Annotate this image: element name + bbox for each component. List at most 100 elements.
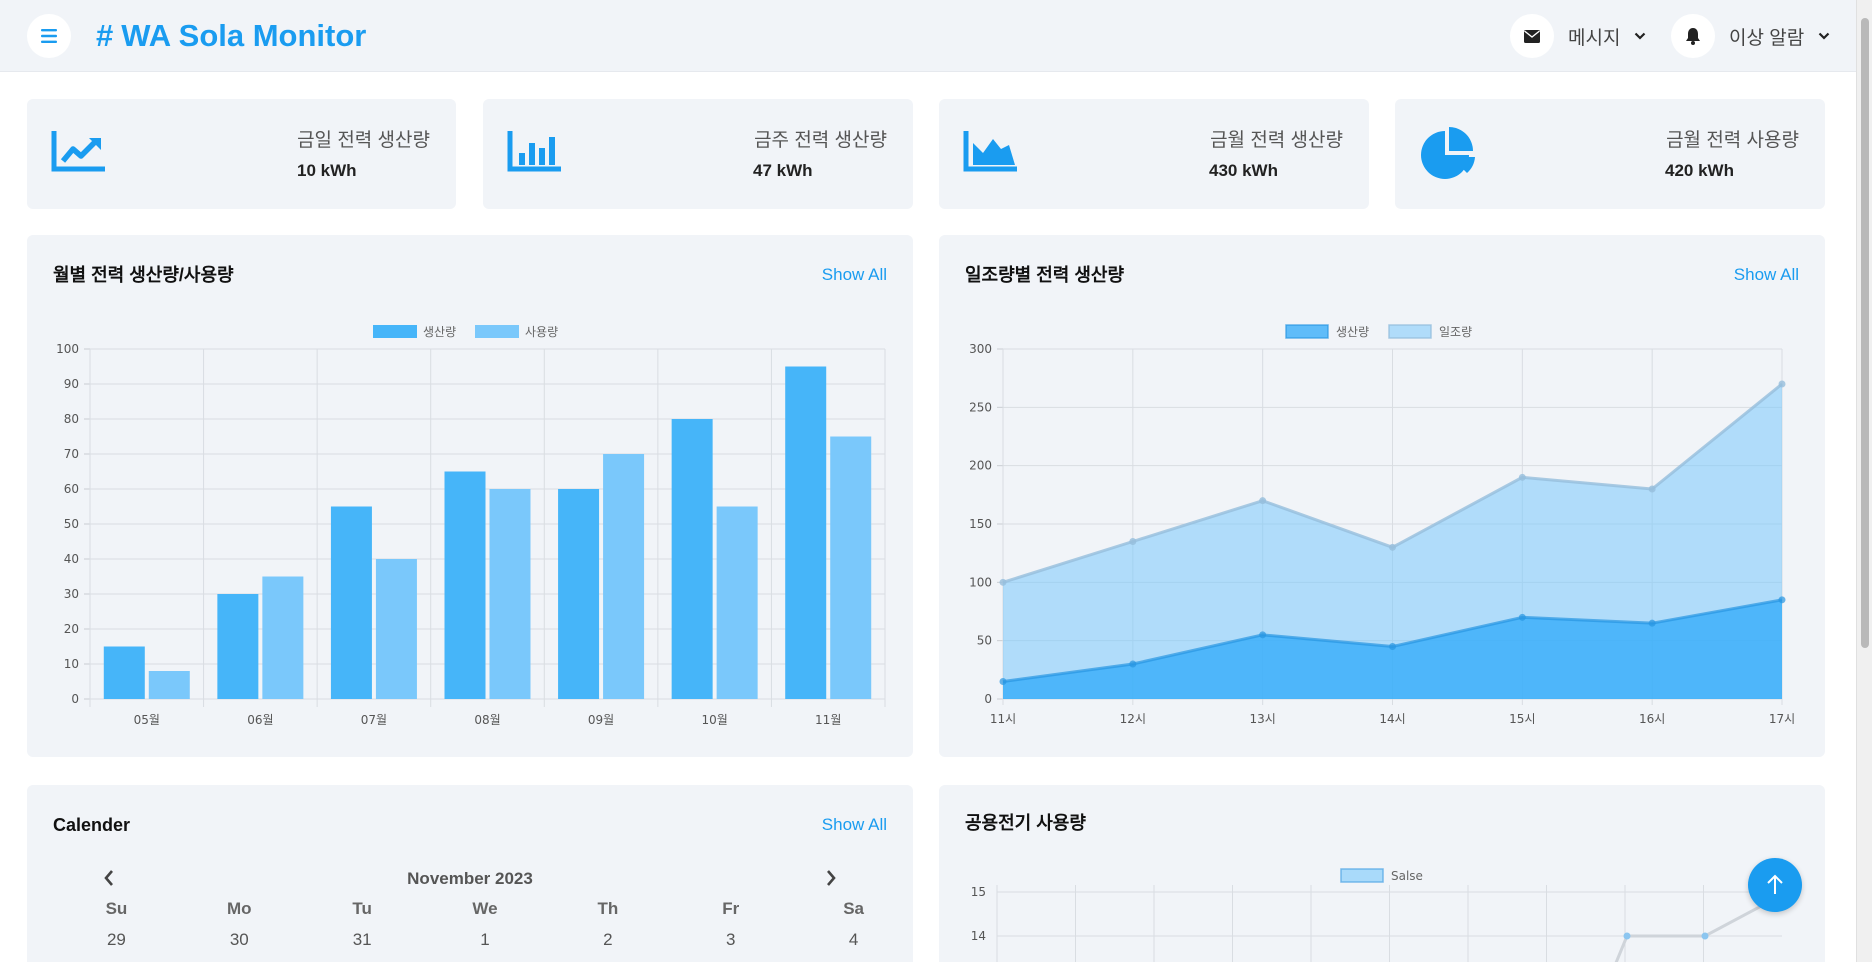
weekday-label: Sa [843, 899, 864, 918]
point-일조량 [1518, 473, 1526, 481]
legend-label: 일조량 [1439, 325, 1472, 339]
monthly-chart-card: 월별 전력 생산량/사용량 Show All 생산량 사용량 0 10 20 30 40 50… [27, 235, 913, 757]
y-tick-label: 30 [64, 587, 79, 601]
chart-bar-icon [507, 131, 561, 172]
y-tick-label: 60 [64, 482, 79, 496]
bar-사용량 [603, 454, 645, 699]
point-Salse [1701, 932, 1709, 940]
y-tick-label: 40 [64, 552, 79, 566]
point-생산량 [1518, 613, 1526, 621]
calendar-day[interactable]: 30 [229, 930, 249, 949]
chevron-down-icon [1818, 32, 1830, 40]
messages-dropdown[interactable]: 메시지 [1510, 14, 1646, 58]
page-scrollbar[interactable] [1856, 0, 1872, 962]
y-tick-label: 70 [64, 447, 79, 461]
weekday-label: Th [597, 899, 619, 918]
legend-label: Salse [1391, 869, 1423, 883]
y-tick-label: 90 [64, 377, 79, 391]
y-tick-label: 0 [71, 692, 79, 706]
card-title: 공용전기 사용량 [965, 813, 1086, 833]
y-tick-label: 50 [977, 634, 992, 648]
hamburger-icon [41, 29, 57, 43]
stat-value: 430 kWh [1209, 161, 1278, 180]
bar-사용량 [375, 559, 417, 699]
chevron-down-icon [1635, 32, 1646, 40]
calendar-day[interactable]: 29 [106, 930, 126, 949]
point-생산량 [1259, 631, 1267, 639]
bar-생산량 [558, 489, 600, 699]
back-to-top-button[interactable] [1748, 858, 1802, 912]
point-Salse [1623, 932, 1631, 940]
x-tick-label: 13시 [1250, 712, 1276, 726]
chart-pie-icon [1421, 127, 1475, 179]
brand-title: WA Sola Monitor [121, 18, 367, 53]
stat-value: 420 kWh [1665, 161, 1734, 180]
envelope-icon [1510, 14, 1554, 58]
stat-title: 금월 전력 사용량 [1666, 130, 1799, 151]
public-usage-card: 공용전기 사용량 Salse 15 14 [939, 785, 1825, 962]
y-tick-label: 0 [984, 692, 992, 706]
calendar-day[interactable]: 4 [848, 930, 859, 949]
calendar-weekday-row: Su Mo Tu We Th Fr Sa [55, 899, 915, 919]
x-tick-label: 12시 [1120, 712, 1146, 726]
stat-card-week: 금주 전력 생산량 47 kWh [483, 99, 913, 209]
point-일조량 [1648, 485, 1656, 493]
calendar-day[interactable]: 1 [480, 930, 490, 949]
alerts-dropdown[interactable]: 이상 알람 [1671, 14, 1830, 58]
show-all-link[interactable]: Show All [821, 265, 887, 284]
calendar-day[interactable]: 2 [603, 930, 613, 949]
bar-생산량 [330, 506, 372, 699]
calendar-day[interactable]: 3 [725, 930, 736, 949]
bell-icon [1671, 14, 1715, 58]
bar-생산량 [785, 366, 827, 699]
y-tick-label: 10 [64, 657, 79, 671]
arrow-up-icon [1767, 874, 1783, 894]
menu-toggle-button[interactable] [27, 14, 71, 58]
chevron-right-icon[interactable] [825, 869, 837, 887]
legend-label: 사용량 [525, 325, 558, 339]
bar-생산량 [217, 594, 259, 699]
messages-label: 메시지 [1568, 27, 1621, 49]
x-tick-label: 11시 [990, 712, 1016, 726]
stat-card-month-production: 금월 전력 생산량 430 kWh [939, 99, 1369, 209]
card-title: 일조량별 전력 생산량 [965, 265, 1125, 285]
top-navbar: # WA Sola Monitor 메시지 이상 알람 [0, 0, 1856, 72]
calendar-month-label: November 2023 [407, 869, 533, 888]
calendar-card: Calender Show All November 2023 Su Mo Tu… [27, 785, 913, 962]
brand-logo[interactable]: # WA Sola Monitor [96, 18, 366, 54]
weekday-label: Su [105, 899, 128, 918]
x-tick-label: 05월 [134, 713, 160, 727]
x-tick-label: 14시 [1379, 712, 1405, 726]
stat-title: 금월 전력 생산량 [1210, 130, 1343, 151]
stat-value: 10 kWh [297, 161, 357, 180]
x-tick-label: 06월 [247, 713, 273, 727]
bar-생산량 [103, 646, 145, 699]
alerts-label: 이상 알람 [1729, 27, 1805, 49]
stat-card-month-usage: 금월 전력 사용량 420 kWh [1395, 99, 1825, 209]
stat-card-today: 금일 전력 생산량 10 kWh [27, 99, 456, 209]
x-tick-label: 16시 [1639, 712, 1665, 726]
x-tick-label: 11월 [815, 713, 841, 727]
bar-사용량 [148, 671, 190, 699]
stat-title: 금일 전력 생산량 [297, 130, 430, 151]
point-일조량 [999, 578, 1007, 586]
legend-swatch [475, 325, 519, 338]
x-tick-label: 10월 [701, 713, 727, 727]
point-생산량 [1778, 596, 1786, 604]
bar-생산량 [671, 419, 713, 699]
legend-swatch [1285, 324, 1329, 339]
show-all-link[interactable]: Show All [1733, 265, 1799, 284]
show-all-link[interactable]: Show All [821, 815, 887, 834]
chevron-left-icon[interactable] [103, 869, 115, 887]
irradiance-area-chart: 생산량 일조량 0 50 100 150 200 250 300 11시 12시 13시 14시 15시 1… [969, 324, 1795, 726]
y-tick-label: 250 [969, 400, 992, 414]
stat-title: 금주 전력 생산량 [754, 130, 887, 151]
point-일조량 [1129, 538, 1137, 545]
point-일조량 [1778, 380, 1786, 388]
x-tick-label: 07월 [361, 713, 387, 727]
y-tick-label: 100 [969, 575, 992, 589]
legend-label: 생산량 [1336, 325, 1369, 339]
bar-사용량 [716, 506, 758, 699]
calendar-day[interactable]: 31 [352, 930, 372, 949]
scrollbar-thumb[interactable] [1861, 18, 1869, 648]
